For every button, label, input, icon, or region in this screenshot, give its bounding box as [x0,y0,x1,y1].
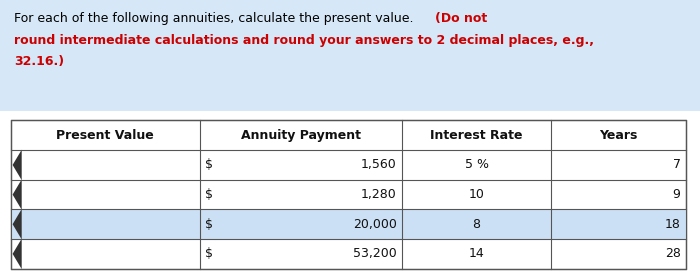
Polygon shape [13,150,22,180]
Text: 1,280: 1,280 [361,188,397,201]
Text: 9: 9 [673,188,680,201]
Text: 14: 14 [469,247,484,260]
Text: $: $ [205,158,213,171]
Text: 7: 7 [673,158,680,171]
Text: 8: 8 [473,218,481,231]
Text: Present Value: Present Value [56,129,154,142]
Text: Annuity Payment: Annuity Payment [241,129,361,142]
Text: 53,200: 53,200 [353,247,397,260]
Text: For each of the following annuities, calculate the present value.: For each of the following annuities, cal… [14,12,417,25]
Text: Interest Rate: Interest Rate [430,129,523,142]
Text: 5 %: 5 % [465,158,489,171]
Polygon shape [13,179,22,210]
Text: 28: 28 [665,247,680,260]
Text: 20,000: 20,000 [353,218,397,231]
Polygon shape [13,238,22,269]
Text: Years: Years [599,129,638,142]
Text: $: $ [205,188,213,201]
Text: $: $ [205,247,213,260]
Text: 1,560: 1,560 [361,158,397,171]
Text: $: $ [205,218,213,231]
Bar [0,0,700,111]
Bar [10,120,686,269]
Text: round intermediate calculations and round your answers to 2 decimal places, e.g.: round intermediate calculations and roun… [14,34,594,47]
Text: 18: 18 [665,218,680,231]
Bar [10,209,686,239]
Text: (Do not: (Do not [435,12,488,25]
Text: 10: 10 [469,188,484,201]
Polygon shape [13,209,22,239]
Text: 32.16.): 32.16.) [14,55,64,68]
